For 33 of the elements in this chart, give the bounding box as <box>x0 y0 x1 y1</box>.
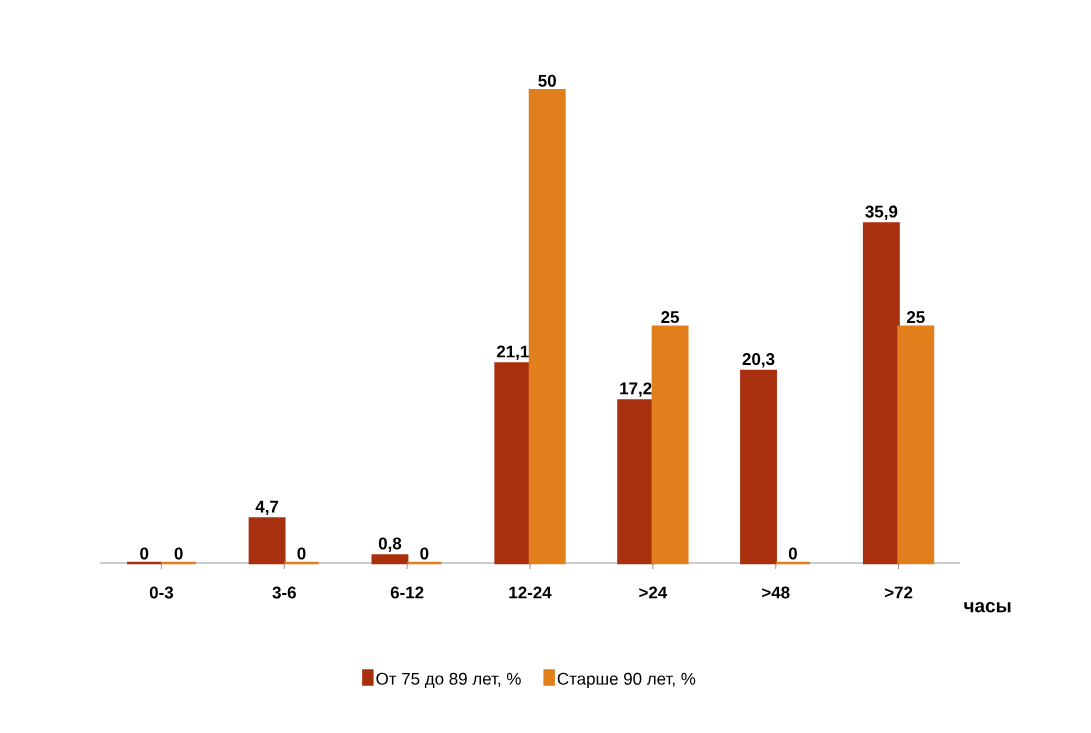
bar <box>897 325 935 565</box>
data-label: 17,2 <box>620 382 652 397</box>
bar <box>494 362 532 565</box>
x-tick-label: 12-24 <box>509 586 552 599</box>
data-label: 0 <box>297 547 306 560</box>
data-label: 4,7 <box>255 500 279 516</box>
x-tick-label: >24 <box>639 586 668 599</box>
data-label: 0 <box>174 547 183 560</box>
bar <box>371 554 409 565</box>
data-label: 21,1 <box>496 345 529 360</box>
data-label: 25 <box>661 311 680 324</box>
data-label: 0 <box>420 547 429 560</box>
bar <box>862 222 900 565</box>
bar <box>617 399 655 565</box>
x-tick-label: 6-12 <box>390 586 424 599</box>
data-label: 0 <box>140 547 149 560</box>
bar <box>528 89 566 565</box>
bar <box>248 517 286 565</box>
legend-label: От 75 до 89 лет, % <box>376 672 521 688</box>
bar <box>651 325 689 565</box>
x-tick-label: >48 <box>762 586 790 599</box>
data-label: 25 <box>906 311 925 324</box>
x-tick-label: 3-6 <box>272 586 296 599</box>
x-tick-label: 0-3 <box>149 586 174 599</box>
bar <box>740 369 777 565</box>
data-label: 50 <box>538 74 556 87</box>
data-label: 0,8 <box>378 537 402 552</box>
legend-label: Старше 90 лет, % <box>557 672 696 689</box>
x-tick-label: >72 <box>884 586 913 599</box>
data-label: 0 <box>788 547 797 560</box>
data-label: 35,9 <box>865 205 898 221</box>
x-axis-title: часы <box>964 602 1011 613</box>
data-label: 20,3 <box>742 353 775 368</box>
